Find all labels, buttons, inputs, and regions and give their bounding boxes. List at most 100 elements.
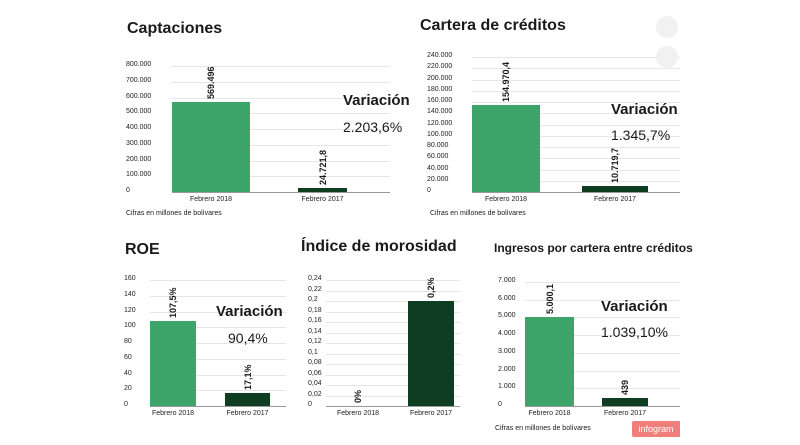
chart-3-y-tick: 160 [124, 275, 136, 282]
chart-3-bar-2 [225, 392, 270, 406]
chart-4-y-tick: 0,18 [308, 306, 322, 314]
chart-4-category-label-2: Febrero 2017 [409, 410, 453, 417]
chart-3-category-label-2: Febrero 2017 [226, 410, 269, 417]
chart-4-gridline [326, 301, 460, 302]
chart-5-value-label-2: 439 [620, 380, 630, 396]
chart-5-y-tick: 3.000 [498, 347, 516, 355]
chart-2-gridline [472, 169, 680, 171]
chart-1-y-tick: 0 [126, 187, 130, 194]
chart-5-bar-1 [525, 317, 574, 406]
chart-1-y-tick: 700.000 [126, 76, 152, 84]
chart-5-x-axis [525, 406, 680, 407]
chart-2-y-tick: 100.000 [427, 130, 453, 138]
chart-3-y-tick: 100 [124, 322, 136, 330]
chart-4-gridline [326, 280, 460, 281]
chart-1-category-label-2: Febrero 2017 [301, 196, 344, 203]
chart-5-y-tick: 6.000 [498, 294, 516, 302]
chart-3-category-label-1: Febrero 2018 [151, 410, 195, 417]
chart-1-gridline [172, 113, 390, 115]
chart-1-gridline [172, 81, 390, 83]
chart-4-y-tick: 0,16 [308, 317, 322, 324]
chart-2-gridline [472, 102, 680, 103]
chart-3-y-tick: 0 [124, 401, 128, 408]
chart-4-title: Índice de morosidad [301, 238, 457, 255]
chart-5-gridline [525, 299, 680, 301]
chart-5-y-tick: 0 [498, 401, 502, 408]
chart-3-y-tick: 20 [124, 385, 132, 393]
chart-2-variation-value: 1.345,7% [611, 127, 671, 143]
chart-3-y-tick: 40 [124, 369, 132, 377]
chart-5-category-label-1: Febrero 2018 [528, 410, 571, 417]
chart-4-y-tick: 0,1 [308, 348, 318, 356]
chart-1-value-label-1: 569.496 [206, 66, 216, 100]
chart-2-y-tick: 220.000 [427, 63, 453, 71]
chart-2-note: Cifras en millones de bolívares [430, 210, 526, 217]
chart-1-variation-value: 2.203,6% [343, 119, 403, 135]
chart-4-gridline [326, 290, 460, 292]
chart-4-y-tick: 0,08 [308, 359, 322, 366]
chart-4-y-tick: 0,14 [308, 327, 322, 335]
chart-2-y-tick: 0 [427, 187, 431, 194]
chart-5-y-tick: 2.000 [498, 365, 516, 373]
chart-4-y-tick: 0,06 [308, 369, 322, 377]
chart-1-gridline [172, 176, 390, 178]
chart-3-gridline [150, 374, 286, 376]
chart-2-y-tick: 240.000 [427, 52, 453, 59]
chart-3-gridline [150, 358, 286, 360]
chart-1-y-tick: 300.000 [126, 139, 152, 147]
chart-3-gridline [150, 343, 286, 344]
chart-5-gridline [525, 370, 680, 372]
chart-2-category-label-2: Febrero 2017 [593, 196, 637, 203]
chart-1-title: Captaciones [127, 20, 223, 37]
chart-3-variation-title: Variación [216, 303, 283, 320]
chart-1-gridline [172, 66, 390, 67]
chart-3-value-label-1: 107,5% [168, 287, 178, 319]
chart-5-y-tick: 5.000 [498, 312, 516, 320]
chart-2-value-label-1: 154.970,4 [501, 61, 511, 102]
chart-4-bar-2 [408, 301, 454, 406]
chart-3-variation-value: 90,4% [228, 330, 268, 346]
chart-2-y-tick: 20.000 [427, 175, 449, 183]
chart-5-variation-title: Variación [601, 298, 668, 315]
chart-2-gridline [472, 180, 680, 182]
chart-4-gridline [326, 395, 460, 397]
chart-5-value-label-1: 5.000,1 [544, 284, 555, 315]
chart-5-gridline [525, 317, 680, 319]
chart-1-y-tick: 600.000 [126, 92, 152, 100]
chart-3-title: ROE [125, 241, 160, 258]
chart-2-gridline [472, 135, 680, 137]
chart-3-bar-1 [150, 321, 196, 406]
chart-1-variation-title: Variación [343, 92, 410, 109]
infogram-badge[interactable]: infogram [632, 421, 680, 437]
chart-2-gridline [472, 158, 680, 160]
chart-1-y-tick: 100.000 [126, 171, 152, 179]
ghost-circle-top [656, 16, 678, 38]
chart-4-gridline [326, 311, 460, 313]
chart-5-y-tick: 1.000 [498, 383, 516, 391]
chart-4-gridline [326, 322, 460, 323]
chart-4-gridline [326, 374, 460, 376]
chart-3-y-tick: 140 [124, 290, 136, 298]
chart-2-bar-1 [472, 104, 540, 192]
chart-5-variation-value: 1.039,10% [601, 324, 668, 340]
chart-2-gridline [472, 90, 680, 92]
chart-4-y-tick: 0,12 [308, 338, 322, 345]
chart-2-variation-title: Variación [611, 101, 678, 118]
chart-1-bar-1 [172, 102, 250, 192]
chart-2-y-tick: 40.000 [427, 164, 449, 172]
chart-3-gridline [150, 295, 286, 297]
chart-1-gridline [172, 160, 390, 162]
chart-4-gridline [326, 343, 460, 344]
chart-4-y-tick: 0,04 [308, 380, 322, 387]
chart-4-gridline [326, 353, 460, 355]
chart-2-gridline [472, 124, 680, 126]
chart-5-gridline [525, 282, 680, 283]
chart-2-gridline [472, 57, 680, 58]
chart-2-y-tick: 200.000 [427, 74, 453, 82]
chart-4-x-axis [326, 406, 460, 407]
chart-2-y-tick: 80.000 [427, 142, 449, 149]
chart-5-y-tick: 4.000 [498, 330, 516, 338]
chart-5-gridline [525, 335, 680, 337]
chart-2-category-label-1: Febrero 2018 [484, 196, 528, 203]
chart-1-value-label-2: 24.721,8 [317, 150, 328, 186]
